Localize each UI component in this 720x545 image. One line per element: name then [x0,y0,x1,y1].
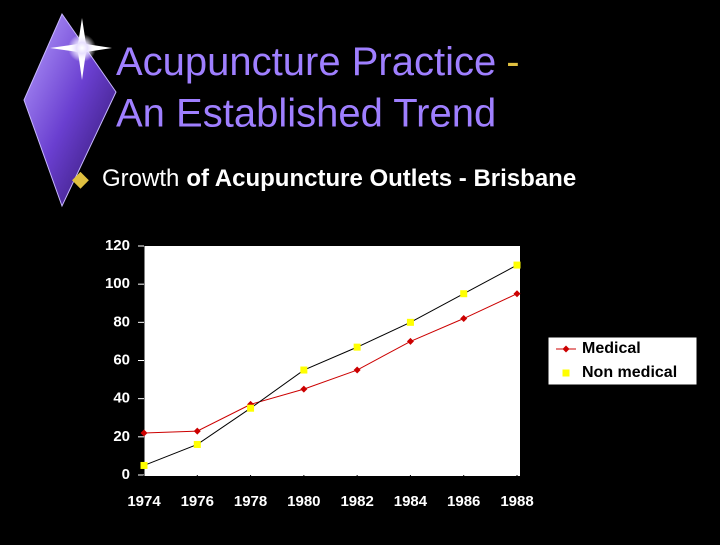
bullet-text: of Acupuncture Outlets - Brisbane [186,165,576,192]
x-tick-label: 1984 [394,493,428,510]
decoration-glow [68,34,96,62]
legend [547,336,698,386]
data-point [406,318,414,326]
bullet-text: Growth [102,165,179,192]
series-line [143,293,518,434]
data-point [193,427,201,435]
data-point [353,366,361,374]
legend-marker [562,345,570,353]
x-tick-label: 1974 [127,493,161,510]
x-tick-label: 1986 [447,493,480,510]
data-point [406,337,414,345]
x-tick-label: 1982 [340,493,373,510]
title-line: An Established Trend [116,92,496,136]
y-tick-label: 20 [113,428,130,445]
bullet: Growth of Acupuncture Outlets - Brisbane [102,165,576,192]
y-tick-label: 120 [105,237,130,254]
series-line [143,264,518,466]
data-point [300,366,308,374]
x-tick-label: 1980 [287,493,320,510]
y-tick-label: 80 [113,313,130,330]
legend-label: Medical [582,340,641,357]
y-tick-label: 0 [122,466,130,483]
data-point [513,261,521,269]
data-point [460,315,468,323]
x-tick-label: 1988 [500,493,533,510]
x-tick-label: 1978 [234,493,267,510]
data-point [247,404,255,412]
data-point [140,461,148,469]
bullet-icon: ◆ [72,167,89,192]
title-dash: - [506,40,519,84]
y-tick-label: 40 [113,390,130,407]
data-point [300,385,308,393]
data-point [513,290,521,298]
title-text: Acupuncture Practice [116,40,496,84]
data-point [140,429,148,437]
legend-label: Non medical [582,364,677,381]
data-point [193,440,201,448]
decoration-diamond [23,12,117,208]
data-point [460,290,468,298]
title-line: Acupuncture Practice - [116,40,520,84]
x-tick-label: 1976 [181,493,214,510]
y-tick-label: 60 [113,351,130,368]
y-tick-label: 100 [105,275,130,292]
data-point [353,343,361,351]
legend-marker [562,369,570,377]
